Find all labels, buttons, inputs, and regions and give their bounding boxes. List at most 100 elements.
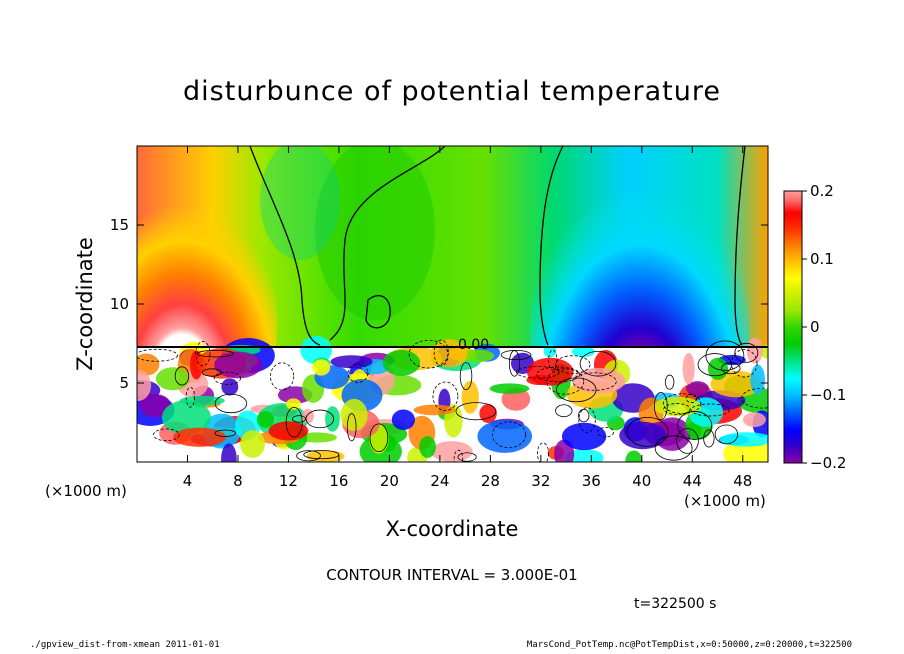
turbulence-contour — [347, 363, 369, 383]
turbulence-contour — [578, 408, 590, 423]
turbulence-contour — [453, 449, 464, 462]
turbulence-cell — [489, 383, 530, 394]
turbulence-contour — [508, 350, 521, 377]
turbulence-cell — [477, 419, 533, 453]
turbulence-contour — [546, 368, 585, 395]
x-axis-title: X-coordinate — [386, 517, 519, 541]
turbulence-cell — [720, 432, 768, 447]
turbulence-cell — [707, 357, 729, 380]
turbulence-contour — [664, 374, 675, 390]
turbulence-cell — [306, 450, 345, 462]
y-ticks: 5 10 15 — [110, 216, 768, 392]
x-ticks: 4 8 12 16 20 24 28 32 36 40 44 48 — [183, 146, 752, 490]
turbulence-contour — [721, 362, 741, 375]
turbulence-cell — [571, 345, 595, 358]
turbulence-cell — [221, 443, 237, 462]
turbulence-cell — [625, 450, 643, 462]
turbulence-contour — [369, 423, 389, 453]
turbulence-contour — [548, 349, 558, 371]
turbulence-contour — [626, 416, 669, 447]
contour-island — [365, 295, 391, 329]
turbulence-cell — [564, 449, 604, 462]
turbulence-contour — [685, 393, 698, 404]
turbulence-contour — [731, 349, 758, 378]
turbulence-cell — [256, 411, 275, 428]
turbulence-cell — [286, 398, 301, 410]
x-tick-label: 32 — [531, 472, 550, 490]
turbulence-cell — [240, 430, 266, 458]
turbulence-contour — [433, 339, 449, 367]
turbulence-contour — [579, 350, 617, 377]
turbulence-contour — [555, 404, 573, 418]
turbulence-contour — [455, 402, 497, 421]
turbulence-contour — [185, 386, 195, 408]
turbulence-cell — [572, 367, 626, 394]
x-tick-label: 40 — [632, 472, 651, 490]
turbulence-contour — [457, 452, 477, 462]
x-tick-label: 48 — [733, 472, 752, 490]
y-tick-label: 15 — [110, 216, 129, 234]
time-label: t=322500 s — [634, 596, 717, 612]
turbulence-cell — [161, 400, 211, 435]
colorbar-tick-label: −0.1 — [810, 386, 846, 404]
turbulence-cell — [137, 369, 152, 401]
turbulence-contour — [572, 372, 617, 391]
colorbar-tick-label: −0.2 — [810, 454, 846, 472]
turbulence-contour — [555, 377, 597, 403]
colorbar-ticks: 0.2 0.1 0 −0.1 −0.2 — [802, 182, 846, 472]
turbulence-contour — [137, 348, 178, 362]
x-tick-label: 36 — [582, 472, 601, 490]
turbulence-cell — [479, 404, 497, 423]
turbulence-cell — [391, 409, 415, 430]
turbulence-contour — [285, 406, 303, 438]
turbulence-contour — [196, 349, 235, 358]
chart-title: disturbunce of potential temperature — [183, 76, 721, 107]
turbulence-contour — [734, 342, 759, 363]
turbulence-cell — [139, 393, 172, 418]
x-tick-label: 20 — [380, 472, 399, 490]
turbulence-contour — [741, 387, 768, 409]
contour-label: 0.00 — [458, 337, 489, 353]
turbulence-cell — [619, 421, 667, 450]
teal-band — [260, 146, 340, 260]
turbulence-cell — [221, 378, 239, 396]
turbulence-cell — [742, 412, 766, 428]
turbulence-contour — [491, 421, 527, 449]
turbulence-contour — [703, 429, 715, 448]
turbulence-cell — [155, 367, 190, 391]
turbulence-contour — [677, 411, 713, 440]
turbulence-contour — [201, 368, 222, 377]
x-unit-left: (×1000 m) — [45, 482, 127, 500]
turbulence-contour — [305, 409, 335, 429]
turbulence-cell — [682, 352, 695, 385]
turbulence-cell — [325, 406, 340, 432]
turbulence-cell — [461, 380, 479, 414]
turbulence-contour — [597, 427, 614, 438]
turbulent-contours — [137, 339, 768, 462]
turbulence-contour — [270, 362, 295, 391]
turbulence-cell — [214, 351, 263, 379]
turbulence-contour — [214, 393, 248, 414]
footer-left: ./gpview_dist-from-xmean 2011-01-01 — [30, 640, 220, 650]
colorbar: 0.2 0.1 0 −0.1 −0.2 — [783, 182, 846, 472]
turbulence-contour — [578, 407, 596, 433]
contour-zero-left — [249, 146, 321, 346]
turbulence-contour — [516, 366, 560, 379]
colorbar-tick-label: 0.1 — [810, 250, 834, 268]
footer-right: MarsCond_PotTemp.nc@PotTempDist,x=0:5000… — [526, 640, 852, 650]
turbulence-contour — [214, 429, 236, 437]
turbulence-contour — [714, 424, 739, 445]
turbulence-contour — [676, 428, 699, 454]
turbulence-cell — [419, 436, 436, 458]
turbulence-contour — [346, 413, 357, 442]
turbulence-cell — [382, 349, 421, 376]
contour-lines — [137, 146, 768, 348]
x-tick-label: 44 — [683, 472, 702, 490]
turbulence-contour — [459, 362, 473, 391]
turbulence-contour — [195, 341, 211, 367]
turbulence-cell — [430, 441, 473, 462]
x-tick-label: 28 — [481, 472, 500, 490]
y-tick-label: 10 — [110, 295, 129, 313]
turbulence-cell — [173, 427, 226, 447]
y-axis-title: Z-coordinate — [73, 237, 97, 371]
